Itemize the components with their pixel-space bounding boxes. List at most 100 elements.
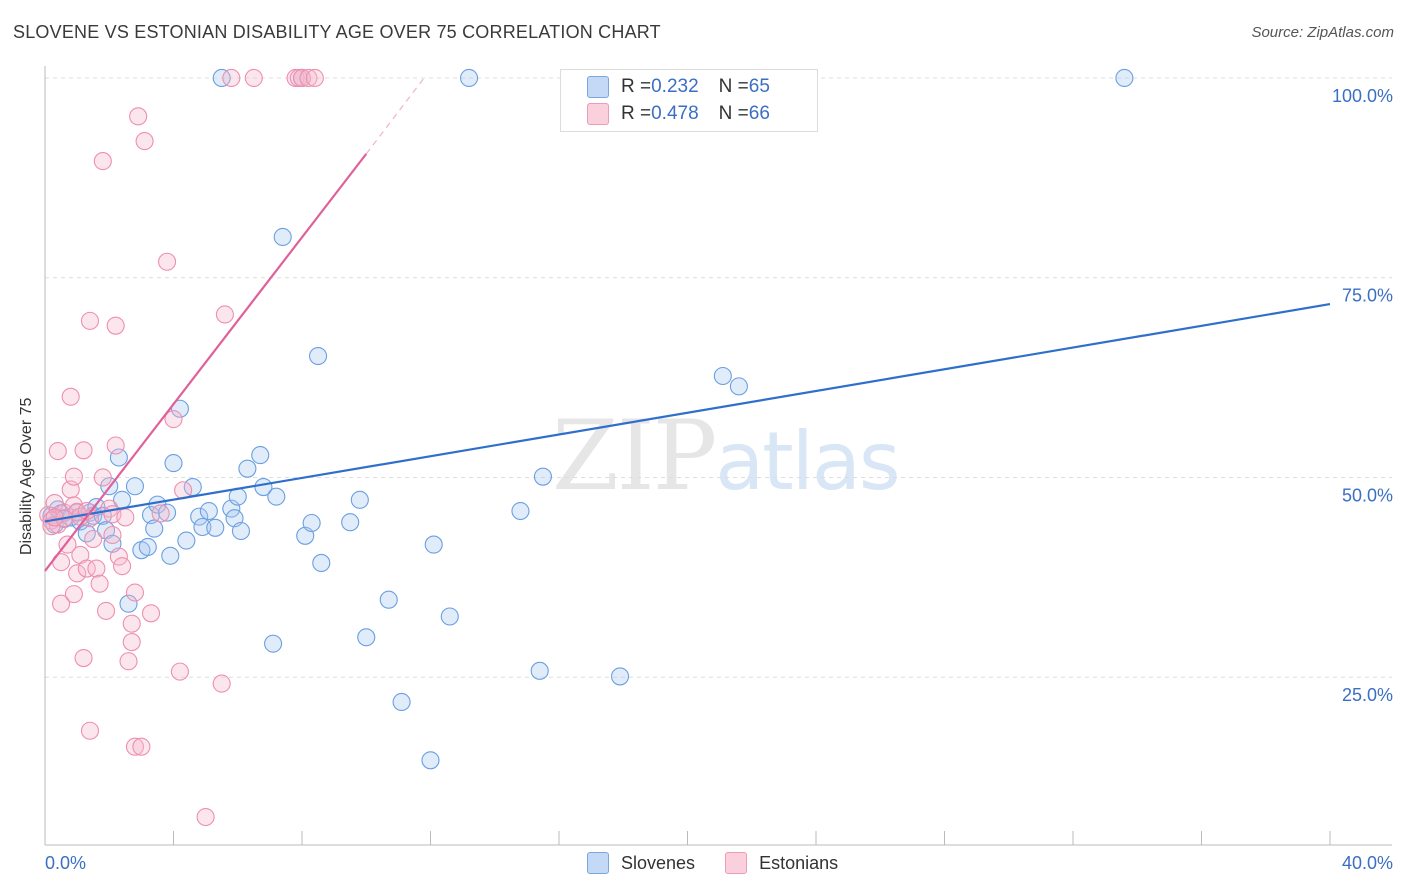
slovenes-point <box>713 366 732 386</box>
slovenes-point <box>511 501 530 521</box>
x-tick-label: 40.0% <box>1342 853 1393 873</box>
y-tick-label: 100.0% <box>1332 86 1393 106</box>
estonians-point <box>215 305 234 324</box>
estonians-point <box>212 674 231 693</box>
estonians-point <box>68 564 87 583</box>
estonians-point <box>84 529 103 549</box>
legend-r-label: R = <box>621 76 652 97</box>
legend-n-value: 65 <box>748 76 770 97</box>
estonians-point <box>125 583 144 602</box>
estonians-point <box>164 410 183 429</box>
estonians-point <box>93 468 112 487</box>
series-legend: Slovenes Estonians <box>587 852 868 874</box>
slovenes-point <box>302 513 321 533</box>
legend-r-value: 0.478 <box>651 103 699 124</box>
estonians-point <box>116 508 135 527</box>
estonians-point <box>61 387 80 406</box>
source-label: Source: ZipAtlas.com <box>1251 24 1394 41</box>
legend-n-value: 66 <box>748 103 770 124</box>
slovenes-point <box>729 377 748 396</box>
estonians-point <box>125 737 144 756</box>
legend-swatch-estonians <box>587 103 609 125</box>
estonians-point <box>196 807 215 827</box>
legend-item-slovenes: Slovenes <box>587 852 695 874</box>
slovenes-point <box>533 467 552 486</box>
slovenes-point <box>309 346 328 366</box>
slovenes-point <box>1115 68 1134 88</box>
estonians-point <box>77 559 96 578</box>
legend-n-label: N = <box>718 103 749 124</box>
legend-row-slovenes: R = 0.232 N = 65 <box>587 74 770 100</box>
watermark-zip: ZIP <box>552 400 717 512</box>
estonians-point <box>96 601 116 620</box>
legend-n-label: N = <box>718 76 749 97</box>
slovenes-point <box>264 634 283 653</box>
estonians-point <box>122 614 141 633</box>
slovenes-point <box>530 661 549 680</box>
estonians-point <box>90 574 109 593</box>
legend-row-estonians: R = 0.478 N = 66 <box>587 101 770 127</box>
slovenes-point <box>119 594 138 613</box>
estonians-point <box>48 442 67 461</box>
slovenes-point <box>125 477 144 496</box>
estonians-point <box>106 316 125 335</box>
watermark: ZIPatlas <box>552 400 901 512</box>
slovenes-trend-line <box>44 303 1331 523</box>
estonians-point <box>74 441 93 460</box>
estonians-point <box>132 737 151 756</box>
slovenes-point <box>312 553 331 573</box>
estonians-point <box>80 721 100 740</box>
estonians-point <box>292 68 312 88</box>
estonians-point <box>64 585 83 604</box>
slovenes-point <box>350 490 369 509</box>
y-tick-label: 50.0% <box>1342 485 1393 505</box>
slovenes-point <box>273 227 292 247</box>
slovenes-point <box>267 487 286 506</box>
slovenes-point <box>392 692 411 712</box>
legend-r-label: R = <box>621 103 652 124</box>
legend-label-slovenes: Slovenes <box>621 852 696 873</box>
estonians-point <box>80 311 100 330</box>
watermark-atlas: atlas <box>715 415 900 508</box>
legend-swatch-slovenes <box>587 76 609 98</box>
slovenes-point <box>138 537 157 557</box>
slovenes-point <box>206 518 225 537</box>
y-axis-label: Disability Age Over 75 <box>18 397 35 555</box>
slovenes-point <box>199 501 218 521</box>
estonians-point <box>299 68 318 88</box>
slovenes-point <box>164 454 183 473</box>
slovenes-point <box>424 535 443 554</box>
estonians-point <box>222 68 241 88</box>
estonians-point <box>103 525 122 545</box>
slovenes-point <box>251 446 270 465</box>
slovenes-point <box>238 459 257 478</box>
estonians-point <box>109 547 128 566</box>
estonians-point <box>106 436 125 455</box>
slovenes-point <box>421 751 440 770</box>
slovenes-point <box>231 521 251 541</box>
slovenes-point <box>357 628 376 647</box>
legend-swatch-estonians <box>725 852 748 874</box>
estonians-point <box>129 107 148 126</box>
legend-item-estonians: Estonians <box>725 852 838 874</box>
estonians-point <box>45 493 64 513</box>
estonians-point <box>113 557 132 576</box>
estonians-trend-line <box>44 153 368 572</box>
estonians-point <box>135 132 154 151</box>
estonians-point <box>151 504 170 523</box>
slovenes-point <box>193 517 212 537</box>
slovenes-point <box>190 507 209 526</box>
estonians-point <box>64 467 83 486</box>
x-tick-label: 0.0% <box>45 853 86 873</box>
slovenes-point <box>161 546 180 565</box>
estonians-point <box>158 252 177 271</box>
estonians-point <box>93 152 112 171</box>
slovenes-point <box>610 667 630 686</box>
estonians-point <box>52 594 71 613</box>
slovenes-point <box>459 68 479 88</box>
slovenes-point <box>212 68 231 88</box>
slovenes-point <box>440 607 459 626</box>
y-tick-label: 25.0% <box>1342 685 1393 705</box>
legend-label-estonians: Estonians <box>759 852 839 873</box>
